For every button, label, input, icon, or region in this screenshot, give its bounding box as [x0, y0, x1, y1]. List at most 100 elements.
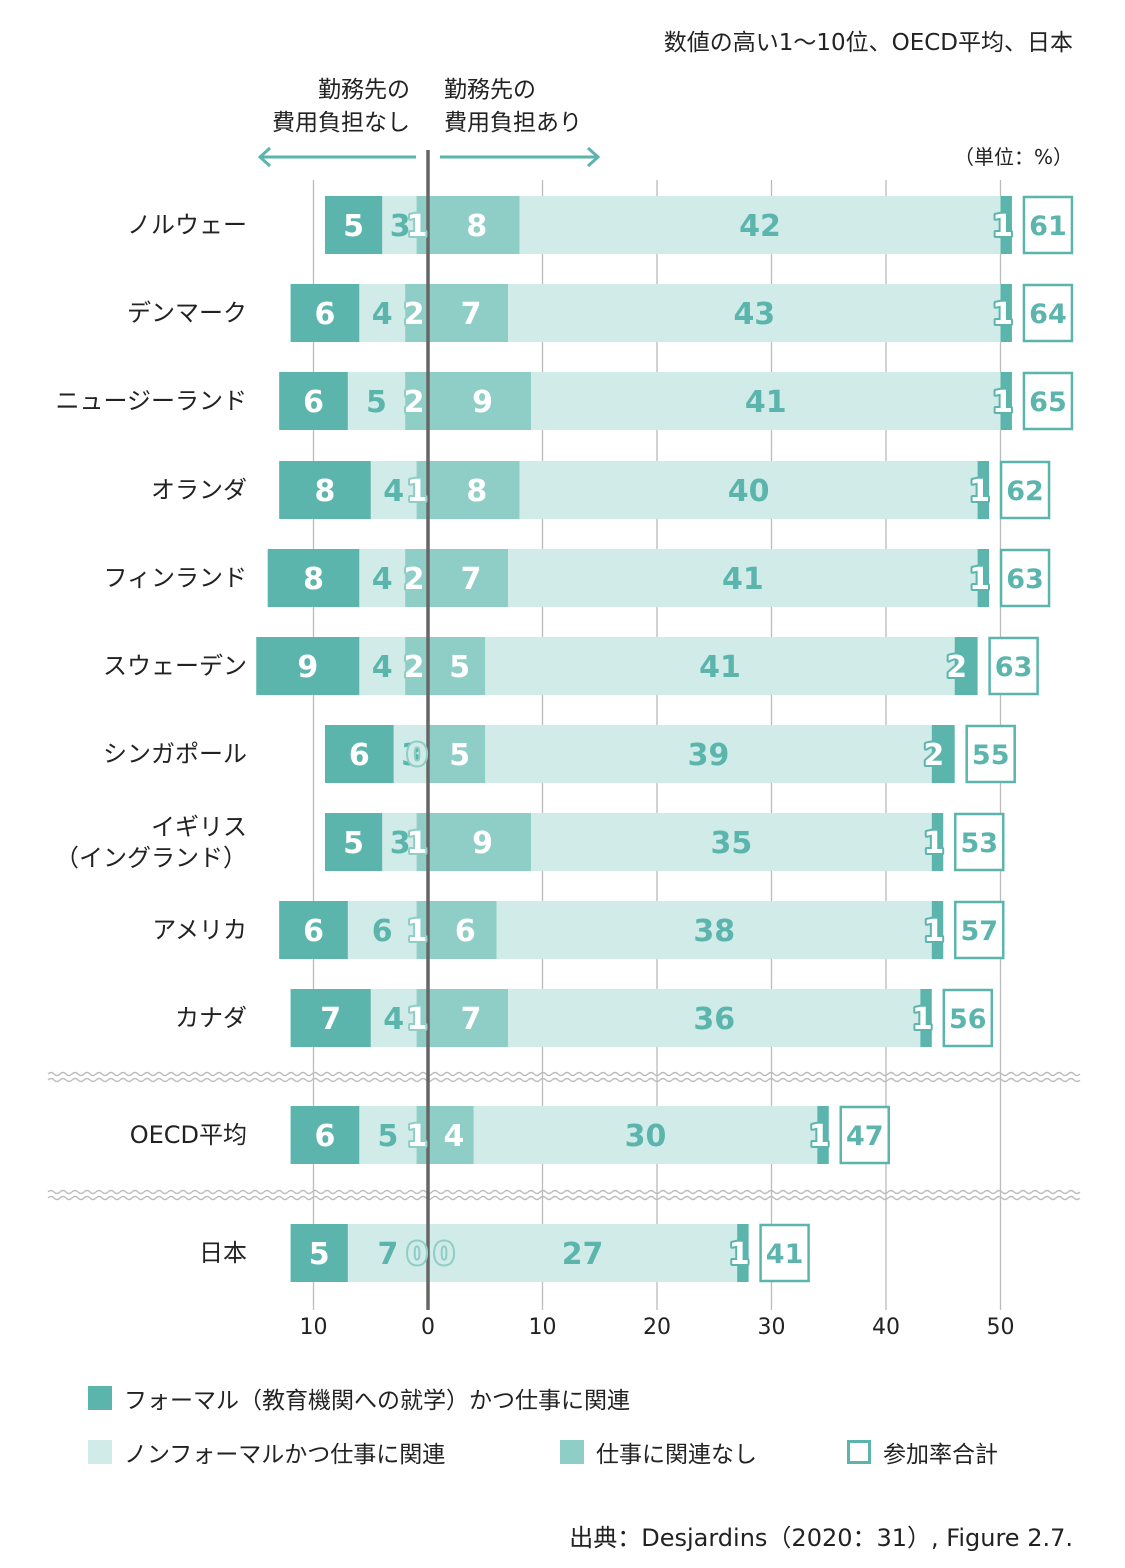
bar-left-unrelated [405, 637, 428, 695]
bar-left-formal [324, 813, 383, 871]
axis-break [47, 1071, 1081, 1077]
label-right-formal: 1 [992, 385, 1013, 420]
bar-right-unrelated [428, 196, 520, 254]
label-right-nonformal: 30 [625, 1119, 667, 1154]
label-left-formal: 5 [343, 209, 364, 244]
bar-left-formal [279, 461, 371, 519]
bar-left-formal [290, 1106, 360, 1164]
total-label: 57 [960, 916, 998, 947]
total-label: 63 [995, 652, 1033, 683]
label-left-unrelated: 0 [407, 1237, 428, 1272]
legend-swatch-total [847, 1440, 871, 1464]
label-right-formal: 2 [923, 738, 944, 773]
category-label: ニュージーランド [55, 387, 247, 415]
bar-left-nonformal [370, 989, 417, 1047]
axis-break [47, 1189, 1081, 1195]
legend-label-nonformal: ノンフォーマルかつ仕事に関連 [124, 1442, 446, 1468]
label-right-formal: 1 [912, 1002, 933, 1037]
category-label: 日本 [199, 1239, 247, 1267]
label-left-unrelated: 2 [404, 297, 425, 332]
total-box [954, 900, 1005, 960]
label-right-unrelated: 4 [443, 1119, 464, 1154]
total-box [1022, 195, 1074, 255]
label-left-unrelated: 2 [404, 385, 425, 420]
label-left-nonformal: 6 [372, 914, 393, 949]
label-right-unrelated: 8 [466, 474, 487, 509]
bar-right-nonformal [485, 725, 932, 783]
bar-left-formal [290, 1224, 348, 1282]
bar-right-nonformal [519, 461, 978, 519]
bar-left-unrelated [405, 284, 428, 342]
label-left-unrelated: 1 [407, 209, 428, 244]
label-left-formal: 6 [303, 914, 324, 949]
label-left-nonformal: 3 [401, 738, 422, 773]
label-left-formal: 5 [343, 826, 364, 861]
legend-item-nonformal: ノンフォーマルかつ仕事に関連 [88, 1435, 445, 1469]
bar-left-nonformal [359, 549, 406, 607]
bar-right-formal [1000, 372, 1012, 430]
bar-right-unrelated [428, 461, 520, 519]
total-label: 65 [1029, 387, 1067, 418]
label-left-formal: 7 [320, 1002, 341, 1037]
axis-break [47, 1195, 1081, 1201]
legend-label-unrelated: 仕事に関連なし [596, 1442, 757, 1468]
bar-left-formal [267, 549, 360, 607]
label-left-nonformal: 5 [377, 1119, 398, 1154]
total-label: 61 [1029, 211, 1067, 242]
label-left-unrelated: 1 [407, 914, 428, 949]
x-tick-label: 10 [529, 1315, 557, 1340]
label-left-unrelated: 1 [407, 826, 428, 861]
bar-left-unrelated [416, 901, 428, 959]
total-box [999, 548, 1051, 608]
bar-left-unrelated [405, 372, 428, 430]
bar-right-formal [737, 1224, 749, 1282]
bar-left-nonformal [382, 813, 417, 871]
category-label: デンマーク [127, 299, 247, 327]
bar-right-unrelated [428, 901, 497, 959]
label-right-unrelated: 7 [461, 562, 482, 597]
label-right-unrelated: 5 [449, 738, 470, 773]
legend-item-formal: フォーマル（教育機関への就学）かつ仕事に関連 [88, 1381, 630, 1415]
total-box [1022, 283, 1074, 343]
category-label: カナダ [175, 1004, 247, 1032]
bar-left-formal [279, 372, 348, 430]
bar-right-nonformal [428, 1224, 738, 1282]
label-right-formal: 2 [946, 650, 967, 685]
category-label: アメリカ [152, 916, 247, 944]
total-box [988, 636, 1039, 696]
bar-right-formal [954, 637, 978, 695]
x-tick-label: 30 [758, 1315, 786, 1340]
bar-right-unrelated [428, 549, 509, 607]
bar-left-nonformal [359, 284, 406, 342]
legend-swatch-unrelated [560, 1440, 584, 1464]
bar-right-unrelated [428, 813, 532, 871]
total-label: 64 [1029, 299, 1067, 330]
chart-subtitle: 数値の高い1〜10位、OECD平均、日本 [664, 30, 1073, 56]
label-right-formal: 1 [923, 826, 944, 861]
legend-label-formal: フォーマル（教育機関への就学）かつ仕事に関連 [124, 1388, 630, 1414]
bar-right-formal [817, 1106, 829, 1164]
bar-left-unrelated [416, 813, 428, 871]
label-left-nonformal: 4 [372, 650, 393, 685]
label-right-formal: 1 [992, 209, 1013, 244]
total-box [999, 460, 1051, 520]
bar-left-nonformal [347, 1224, 428, 1282]
label-right-nonformal: 41 [745, 385, 787, 420]
x-tick-label: 40 [872, 1315, 900, 1340]
category-label: ノルウェー [127, 211, 247, 239]
bar-left-nonformal [359, 637, 406, 695]
label-right-nonformal: 36 [693, 1002, 735, 1037]
label-left-formal: 8 [315, 474, 336, 509]
label-right-nonformal: 41 [699, 650, 741, 685]
bar-left-nonformal [359, 1106, 417, 1164]
x-tick-label: 0 [421, 1315, 435, 1340]
bar-right-nonformal [485, 637, 955, 695]
right-header-line-1: 勤務先の [444, 77, 536, 103]
label-left-nonformal: 7 [377, 1237, 398, 1272]
label-left-formal: 9 [297, 650, 318, 685]
category-label: フィンランド [103, 564, 247, 592]
bar-left-unrelated [416, 196, 428, 254]
label-left-nonformal: 4 [372, 562, 393, 597]
label-left-unrelated: 0 [407, 738, 428, 773]
legend-item-total: 参加率合計 [847, 1435, 998, 1469]
